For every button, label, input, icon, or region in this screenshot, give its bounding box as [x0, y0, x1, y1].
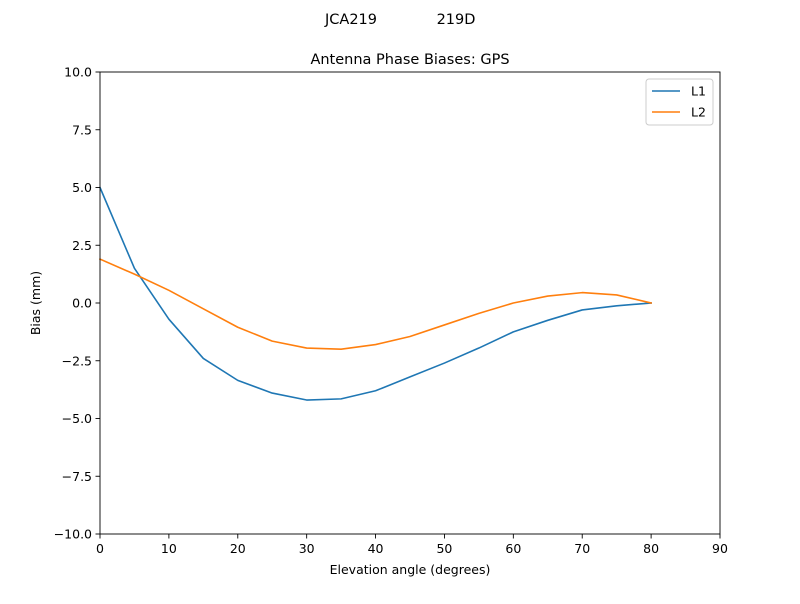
series-line-l1 — [98, 186, 652, 401]
suptitle-left: JCA219 — [324, 12, 377, 28]
plot-area — [98, 186, 653, 401]
y-axis-label: Bias (mm) — [28, 271, 43, 335]
x-tick-label: 30 — [299, 541, 315, 556]
y-tick-label: −5.0 — [62, 411, 92, 426]
x-tick-label: 10 — [161, 541, 177, 556]
x-tick-label: 70 — [574, 541, 590, 556]
chart-title: Antenna Phase Biases: GPS — [310, 52, 509, 68]
x-tick-label: 90 — [712, 541, 728, 556]
y-tick-label: 10.0 — [64, 65, 92, 80]
y-tick-label: −10.0 — [54, 527, 92, 542]
series-line-l2 — [98, 258, 653, 351]
y-tick-label: 2.5 — [72, 238, 92, 253]
axes: 0 10 20 30 40 50 60 70 80 90 −10.0 −7.5 −5.0 −2.5 0.0 2… — [54, 65, 728, 557]
y-tick-label: 0.0 — [72, 296, 92, 311]
x-tick-label: 0 — [96, 541, 104, 556]
legend-label-l2: L2 — [691, 105, 706, 120]
y-tick-label: −2.5 — [62, 353, 92, 368]
y-tick-label: −7.5 — [62, 469, 92, 484]
x-tick-label: 50 — [436, 541, 452, 556]
x-axis-label: Elevation angle (degrees) — [330, 562, 491, 577]
suptitle-right: 219D — [437, 12, 476, 28]
x-tick-label: 60 — [505, 541, 521, 556]
x-tick-label: 20 — [230, 541, 246, 556]
x-tick-label: 40 — [368, 541, 384, 556]
x-tick-label: 80 — [643, 541, 659, 556]
y-tick-label: 7.5 — [72, 122, 92, 137]
y-tick-label: 5.0 — [72, 180, 92, 195]
legend-label-l1: L1 — [691, 84, 706, 99]
